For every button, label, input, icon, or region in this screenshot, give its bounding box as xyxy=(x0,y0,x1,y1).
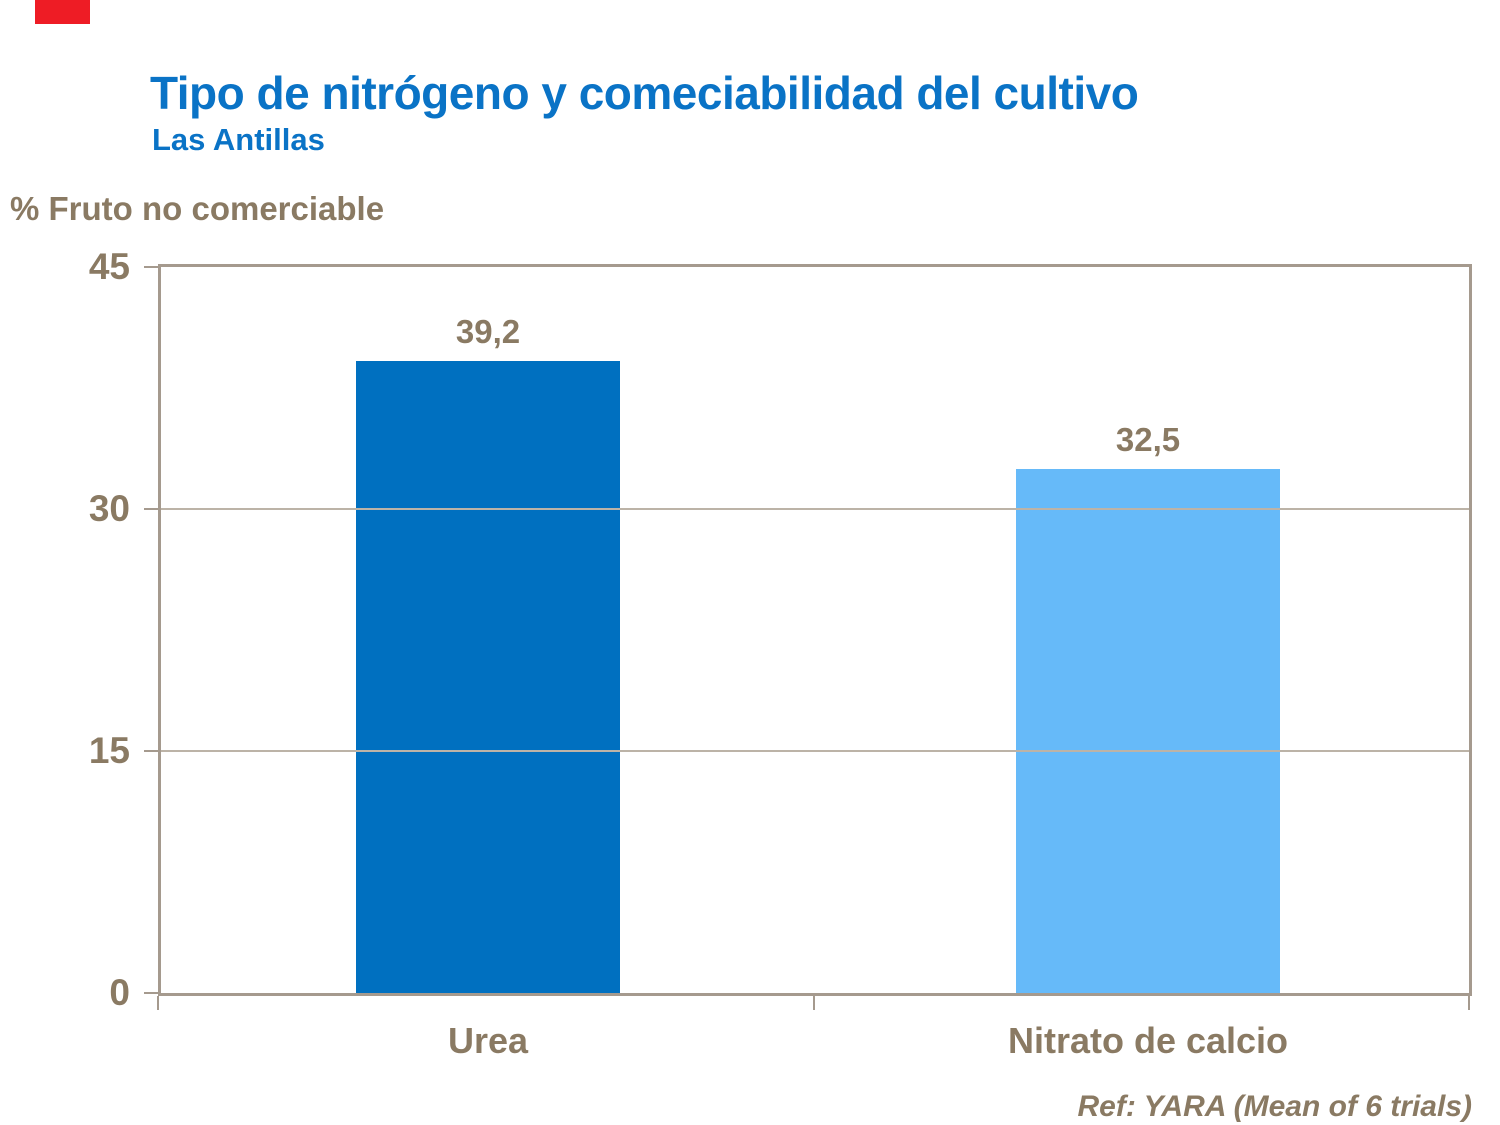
category-label-urea: Urea xyxy=(447,1020,529,1061)
chart-subtitle: Las Antillas xyxy=(152,122,325,157)
y-tick-label-30: 30 xyxy=(88,487,130,529)
gridline-15 xyxy=(161,749,1469,752)
y-tick-mark-15 xyxy=(144,749,158,752)
y-axis-title: % Fruto no comerciable xyxy=(10,190,385,227)
reference-note: Ref: YARA (Mean of 6 trials) xyxy=(1077,1090,1473,1123)
x-tick-right xyxy=(1468,996,1470,1010)
y-tick-label-0: 0 xyxy=(109,972,130,1013)
bar-value-urea: 39,2 xyxy=(455,312,521,350)
y-tick-label-15: 15 xyxy=(88,729,130,771)
gridline-30 xyxy=(161,507,1469,510)
y-axis-labels: 45 30 15 0 xyxy=(0,246,130,1013)
plot-area: 39,2 32,5 xyxy=(158,264,1472,996)
chart-title: Tipo de nitrógeno y comeciabilidad del c… xyxy=(150,67,1139,119)
bar-nitrato-de-calcio xyxy=(1016,468,1280,993)
y-tick-mark-45 xyxy=(144,266,158,268)
y-tick-label-45: 45 xyxy=(88,246,130,287)
y-ticks xyxy=(144,266,158,994)
x-tick-left xyxy=(157,996,159,1010)
bar-urea xyxy=(356,360,620,993)
x-tick-middle xyxy=(813,996,815,1010)
category-label-nitrato-de-calcio: Nitrato de calcio xyxy=(1007,1020,1289,1061)
y-tick-mark-30 xyxy=(144,507,158,510)
y-tick-mark-0 xyxy=(144,992,158,994)
red-corner-badge xyxy=(35,0,90,24)
bar-value-nitrato-de-calcio: 32,5 xyxy=(1115,420,1181,458)
